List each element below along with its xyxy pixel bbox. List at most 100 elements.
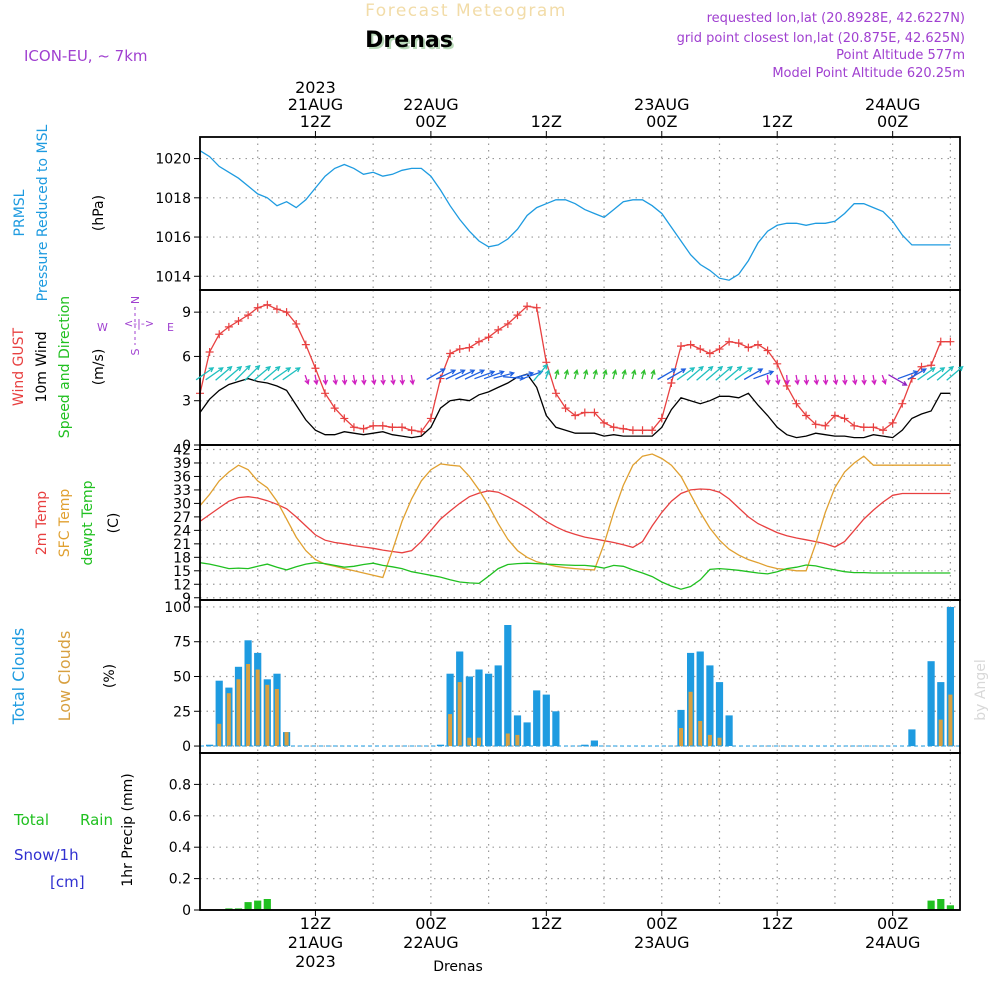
y-tick-label: 42 xyxy=(173,442,191,458)
gust-marker xyxy=(205,348,214,356)
wind-direction-arrow xyxy=(426,368,446,381)
gust-marker xyxy=(503,319,512,328)
wind-direction-arrow xyxy=(371,374,377,386)
panel-axis-label: Pressure Reduced to MSL xyxy=(35,124,51,301)
wind-direction-arrow xyxy=(753,370,775,380)
bar-rain xyxy=(937,899,945,910)
bar-low_clouds xyxy=(467,737,472,746)
gust-marker xyxy=(734,339,743,348)
gust-marker xyxy=(821,421,830,430)
series-line-wind xyxy=(199,373,951,439)
bar-total_clouds xyxy=(494,665,502,747)
y-tick-label: 3 xyxy=(182,394,191,410)
bottom-time-label: 24AUG xyxy=(865,933,920,952)
y-tick-label: 0 xyxy=(182,903,191,919)
precip-legend-rain: Rain xyxy=(80,811,113,829)
panel-axis-label: Wind GUST xyxy=(11,327,27,406)
gust-marker xyxy=(657,414,666,423)
gust-marker xyxy=(330,404,339,413)
bar-total_clouds xyxy=(523,722,531,746)
y-tick-label: 30 xyxy=(173,496,191,512)
wind-direction-arrow xyxy=(409,374,415,386)
chart-title: Forecast Meteogram xyxy=(365,1,567,21)
top-time-label: 12Z xyxy=(300,112,331,131)
bar-total_clouds xyxy=(475,669,483,746)
y-tick-label: 1014 xyxy=(155,269,191,285)
wind-direction-arrow xyxy=(881,374,887,385)
bar-low_clouds xyxy=(265,684,270,746)
gust-marker xyxy=(551,389,560,398)
y-tick-label: 9 xyxy=(182,305,191,321)
top-time-label: 22AUG xyxy=(403,95,458,114)
bar-total_clouds xyxy=(465,676,473,746)
gust-marker xyxy=(715,345,724,354)
gust-marker xyxy=(523,302,532,311)
gust-marker xyxy=(830,411,839,420)
top-time-label: 00Z xyxy=(877,112,908,131)
gust-marker xyxy=(465,343,474,352)
panel-axis-label: 1hr Precip (mm) xyxy=(120,773,136,886)
y-tick-label: 1018 xyxy=(155,191,191,207)
footer-location: Drenas xyxy=(433,959,483,975)
gust-marker xyxy=(369,421,378,430)
bar-rain xyxy=(263,899,271,910)
wind-direction-arrow xyxy=(822,374,829,386)
wind-direction-arrow xyxy=(631,368,637,380)
bar-low_clouds xyxy=(448,714,453,747)
top-time-label: 2023 xyxy=(295,78,336,97)
panel-axis-label: (m/s) xyxy=(91,349,107,386)
gust-marker xyxy=(619,424,628,433)
wind-direction-arrow xyxy=(784,374,790,386)
bar-total_clouds xyxy=(927,661,935,746)
grid-point-coords: grid point closest lon,lat (20.875E, 42.… xyxy=(677,31,965,46)
wind-direction-arrow xyxy=(794,374,800,386)
panel-frame xyxy=(199,599,961,754)
bar-low_clouds xyxy=(688,691,693,746)
point-altitude: Point Altitude 577m xyxy=(836,48,965,63)
wind-direction-arrow xyxy=(743,368,764,381)
bar-low_clouds xyxy=(246,664,251,747)
panel-axis-label: PRMSL xyxy=(12,189,28,236)
panel-frame xyxy=(199,444,961,601)
gust-marker xyxy=(600,418,609,427)
gust-marker xyxy=(773,359,782,368)
requested-coords: requested lon,lat (20.8928E, 42.6227N) xyxy=(707,11,965,26)
wind-direction-arrow xyxy=(871,374,877,386)
gust-marker xyxy=(753,340,762,349)
gust-marker xyxy=(571,411,580,420)
wind-direction-arrow xyxy=(215,365,233,381)
gust-marker xyxy=(263,300,272,309)
location-title: Drenas xyxy=(365,28,453,53)
wind-direction-arrow xyxy=(724,365,743,381)
gust-marker xyxy=(667,379,676,387)
bar-low_clouds xyxy=(255,669,260,746)
y-tick-label: 24 xyxy=(173,523,191,539)
gust-marker xyxy=(253,303,262,312)
gust-marker xyxy=(234,317,243,325)
bottom-time-label: 2023 xyxy=(295,952,336,971)
y-tick-label: 0.4 xyxy=(169,840,191,856)
plot-area: 1014101610181020036991215182124273033363… xyxy=(9,78,964,971)
wind-direction-arrow xyxy=(455,369,476,380)
wind-direction-arrow xyxy=(253,365,272,381)
gust-marker xyxy=(513,311,522,320)
model-altitude: Model Point Altitude 620.25m xyxy=(772,66,965,81)
gust-marker xyxy=(696,345,705,354)
wind-direction-arrow xyxy=(715,365,733,381)
wind-direction-arrow xyxy=(351,374,358,386)
bar-total_clouds xyxy=(206,744,214,747)
wind-direction-arrow xyxy=(842,374,848,386)
top-time-label: 24AUG xyxy=(865,95,920,114)
wind-direction-arrow xyxy=(332,374,338,386)
bar-total_clouds xyxy=(215,680,223,747)
y-tick-label: 0.6 xyxy=(169,809,191,825)
wind-direction-arrow xyxy=(322,374,329,386)
bar-total_clouds xyxy=(937,682,945,747)
wind-direction-arrow xyxy=(917,367,936,381)
gust-marker xyxy=(879,426,888,435)
gust-marker xyxy=(840,414,849,423)
bar-low_clouds xyxy=(505,733,510,746)
series-line-pressure xyxy=(199,150,951,281)
bar-low_clouds xyxy=(284,732,289,746)
wind-direction-arrow xyxy=(205,367,224,381)
